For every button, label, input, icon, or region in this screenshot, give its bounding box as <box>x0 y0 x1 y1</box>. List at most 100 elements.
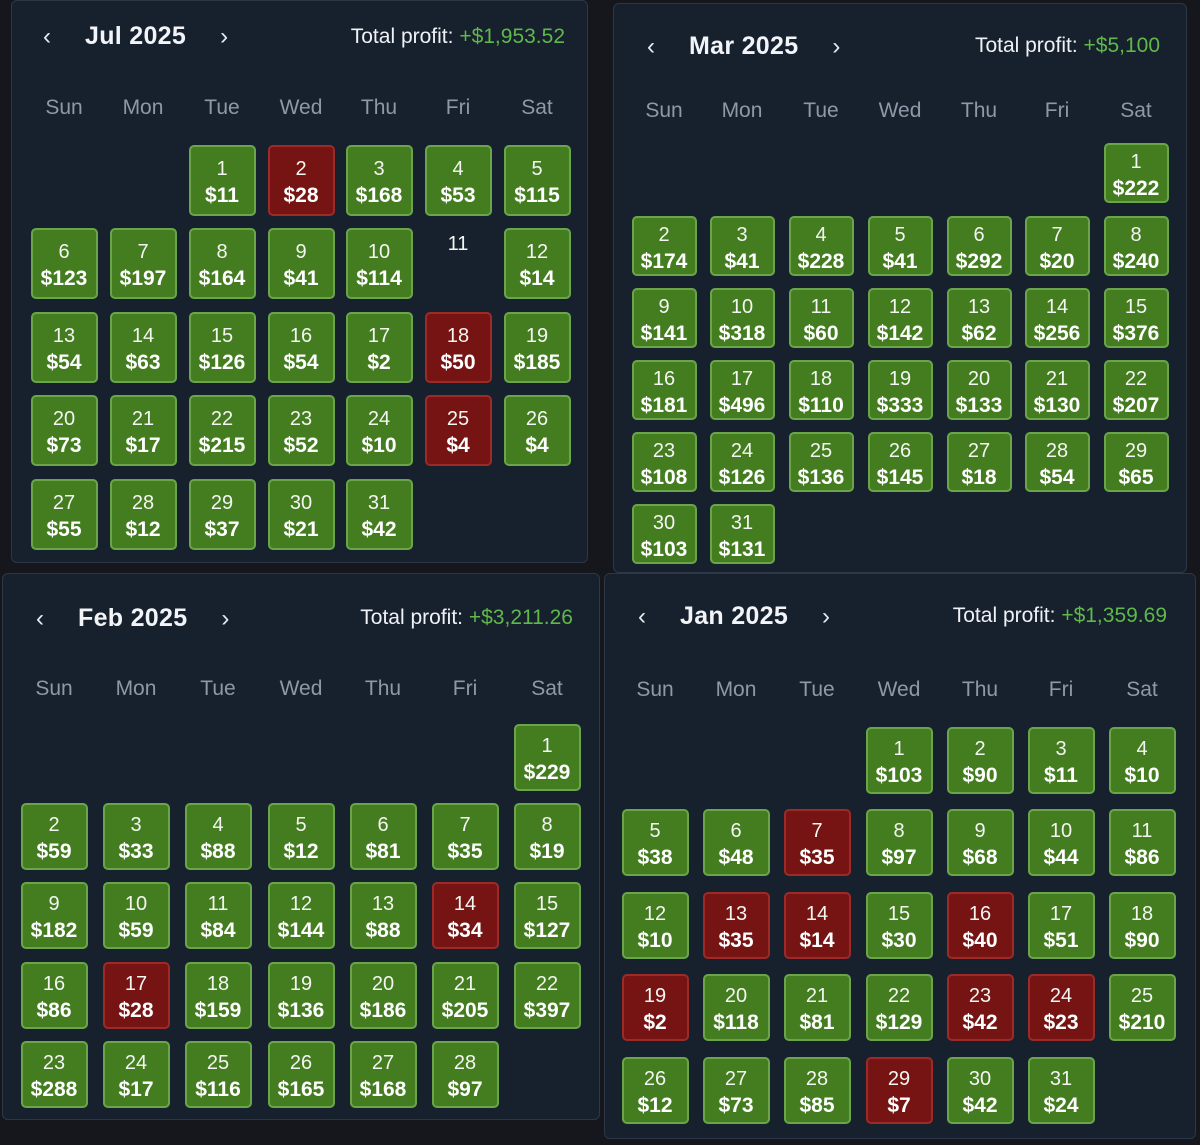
day-cell[interactable]: 5 $115 <box>503 145 571 216</box>
day-cell[interactable]: 19 $2 <box>621 974 689 1041</box>
day-cell[interactable]: 20 $186 <box>349 962 417 1029</box>
day-cell[interactable]: 5 $41 <box>867 216 933 276</box>
day-cell[interactable]: 7 $20 <box>1024 216 1090 276</box>
day-cell[interactable]: 18 $90 <box>1108 892 1176 959</box>
day-cell[interactable]: 11 $60 <box>788 288 854 348</box>
day-cell[interactable]: 27 $18 <box>946 432 1012 492</box>
day-cell[interactable]: 4 $88 <box>184 803 252 870</box>
chevron-left-icon[interactable]: ‹ <box>36 604 44 632</box>
day-cell[interactable]: 17 $2 <box>345 312 413 383</box>
day-cell[interactable]: 28 $85 <box>783 1057 851 1124</box>
day-cell[interactable]: 19 $136 <box>267 962 335 1029</box>
day-cell[interactable]: 21 $130 <box>1024 360 1090 420</box>
day-cell[interactable]: 15 $127 <box>513 882 581 949</box>
day-cell[interactable]: 14 $63 <box>109 312 177 383</box>
day-cell[interactable]: 25 $4 <box>424 395 492 466</box>
day-cell[interactable]: 5 $38 <box>621 809 689 876</box>
day-cell[interactable]: 24 $23 <box>1027 974 1095 1041</box>
day-cell[interactable]: 7 $197 <box>109 228 177 299</box>
day-cell[interactable]: 29 $37 <box>188 479 256 550</box>
day-cell[interactable]: 13 $54 <box>30 312 98 383</box>
day-cell[interactable]: 5 $12 <box>267 803 335 870</box>
day-cell[interactable]: 7 $35 <box>431 803 499 870</box>
day-cell[interactable]: 31 $24 <box>1027 1057 1095 1124</box>
chevron-left-icon[interactable]: ‹ <box>647 32 655 60</box>
day-cell[interactable]: 20 $73 <box>30 395 98 466</box>
day-cell[interactable]: 24 $126 <box>709 432 775 492</box>
day-cell[interactable]: 22 $207 <box>1103 360 1169 420</box>
day-cell[interactable]: 30 $21 <box>267 479 335 550</box>
day-cell[interactable]: 30 $42 <box>946 1057 1014 1124</box>
day-cell[interactable]: 22 $215 <box>188 395 256 466</box>
day-cell[interactable]: 27 $73 <box>702 1057 770 1124</box>
day-cell[interactable]: 9 $41 <box>267 228 335 299</box>
day-cell[interactable]: 26 $145 <box>867 432 933 492</box>
day-cell[interactable]: 18 $50 <box>424 312 492 383</box>
chevron-left-icon[interactable]: ‹ <box>638 602 646 630</box>
day-cell[interactable]: 3 $41 <box>709 216 775 276</box>
day-cell[interactable]: 6 $123 <box>30 228 98 299</box>
day-cell[interactable]: 3 $168 <box>345 145 413 216</box>
day-cell[interactable]: 12 $142 <box>867 288 933 348</box>
day-cell[interactable]: 25 $116 <box>184 1041 252 1108</box>
day-cell[interactable]: 20 $118 <box>702 974 770 1041</box>
day-cell[interactable]: 12 $10 <box>621 892 689 959</box>
day-cell[interactable]: 21 $17 <box>109 395 177 466</box>
day-cell[interactable]: 16 $54 <box>267 312 335 383</box>
day-cell[interactable]: 21 $205 <box>431 962 499 1029</box>
day-cell[interactable]: 28 $97 <box>431 1041 499 1108</box>
day-cell[interactable]: 16 $40 <box>946 892 1014 959</box>
day-cell[interactable]: 24 $17 <box>102 1041 170 1108</box>
day-cell[interactable]: 17 $496 <box>709 360 775 420</box>
day-cell[interactable]: 29 $7 <box>865 1057 933 1124</box>
day-cell[interactable]: 17 $51 <box>1027 892 1095 959</box>
day-cell[interactable]: 19 $185 <box>503 312 571 383</box>
day-cell[interactable]: 10 $318 <box>709 288 775 348</box>
day-cell[interactable]: 4 $53 <box>424 145 492 216</box>
day-cell[interactable]: 16 $181 <box>631 360 697 420</box>
chevron-right-icon[interactable]: › <box>221 604 230 632</box>
day-cell[interactable]: 12 $14 <box>503 228 571 299</box>
day-cell[interactable]: 15 $30 <box>865 892 933 959</box>
day-cell[interactable]: 9 $182 <box>20 882 88 949</box>
day-cell[interactable]: 9 $68 <box>946 809 1014 876</box>
chevron-left-icon[interactable]: ‹ <box>43 22 51 50</box>
day-cell[interactable]: 26 $12 <box>621 1057 689 1124</box>
day-cell[interactable]: 18 $110 <box>788 360 854 420</box>
day-cell[interactable]: 22 $397 <box>513 962 581 1029</box>
day-cell[interactable]: 2 $28 <box>267 145 335 216</box>
day-cell[interactable]: 6 $48 <box>702 809 770 876</box>
day-cell[interactable]: 23 $52 <box>267 395 335 466</box>
day-cell[interactable]: 2 $59 <box>20 803 88 870</box>
day-cell[interactable]: 13 $35 <box>702 892 770 959</box>
day-cell[interactable]: 13 $62 <box>946 288 1012 348</box>
day-cell[interactable]: 23 $108 <box>631 432 697 492</box>
day-cell[interactable]: 23 $288 <box>20 1041 88 1108</box>
day-cell[interactable]: 10 $44 <box>1027 809 1095 876</box>
day-cell[interactable]: 26 $4 <box>503 395 571 466</box>
day-cell[interactable]: 2 $90 <box>946 727 1014 794</box>
day-cell[interactable]: 3 $11 <box>1027 727 1095 794</box>
day-cell[interactable]: 4 $10 <box>1108 727 1176 794</box>
day-cell[interactable]: 10 $114 <box>345 228 413 299</box>
day-cell[interactable]: 16 $86 <box>20 962 88 1029</box>
day-cell[interactable]: 11 <box>425 228 492 299</box>
day-cell[interactable]: 4 $228 <box>788 216 854 276</box>
day-cell[interactable]: 31 $42 <box>345 479 413 550</box>
day-cell[interactable]: 3 $33 <box>102 803 170 870</box>
day-cell[interactable]: 8 $240 <box>1103 216 1169 276</box>
day-cell[interactable]: 6 $81 <box>349 803 417 870</box>
day-cell[interactable]: 8 $19 <box>513 803 581 870</box>
day-cell[interactable]: 6 $292 <box>946 216 1012 276</box>
day-cell[interactable]: 24 $10 <box>345 395 413 466</box>
day-cell[interactable]: 14 $256 <box>1024 288 1090 348</box>
day-cell[interactable]: 18 $159 <box>184 962 252 1029</box>
day-cell[interactable]: 17 $28 <box>102 962 170 1029</box>
day-cell[interactable]: 1 $11 <box>188 145 256 216</box>
day-cell[interactable]: 8 $164 <box>188 228 256 299</box>
chevron-right-icon[interactable]: › <box>832 32 841 60</box>
day-cell[interactable]: 14 $34 <box>431 882 499 949</box>
day-cell[interactable]: 1 $229 <box>513 724 581 791</box>
day-cell[interactable]: 13 $88 <box>349 882 417 949</box>
day-cell[interactable]: 27 $168 <box>349 1041 417 1108</box>
